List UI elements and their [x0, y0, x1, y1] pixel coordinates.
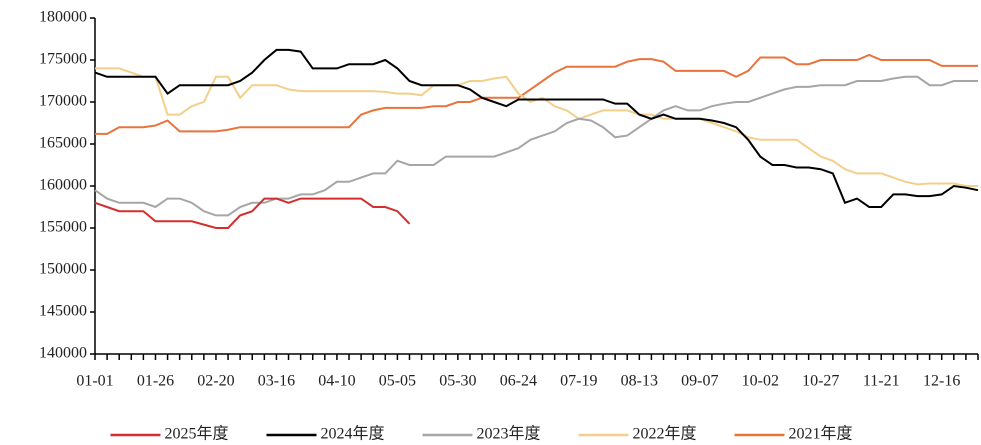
x-tick-label: 01-26	[137, 373, 174, 390]
series-line	[95, 53, 978, 135]
legend-label: 2025年度	[165, 425, 229, 443]
x-tick-label: 05-05	[379, 373, 416, 390]
legend-label: 2021年度	[789, 425, 853, 443]
series-line	[94, 48, 979, 208]
series-line	[94, 75, 978, 217]
x-tick-label: 05-30	[439, 373, 476, 390]
x-tick-label: 06-24	[500, 373, 537, 390]
x-tick-label: 12-16	[923, 373, 960, 390]
legend-label: 2024年度	[321, 425, 385, 443]
legend-label: 2022年度	[633, 425, 697, 443]
x-tick-label: 10-27	[802, 373, 839, 390]
y-tick-label: 175000	[39, 51, 87, 68]
y-tick-label: 155000	[39, 219, 87, 236]
x-tick-label: 09-07	[681, 373, 718, 390]
x-tick-label: 10-02	[742, 373, 779, 390]
x-tick-label: 02-20	[197, 373, 234, 390]
x-tick-label: 03-16	[258, 373, 295, 390]
series-line	[94, 197, 411, 229]
x-tick-label: 07-19	[560, 373, 597, 390]
y-tick-label: 165000	[39, 135, 87, 152]
y-tick-label: 160000	[39, 177, 87, 194]
y-tick-label: 140000	[39, 345, 87, 362]
legend-label: 2023年度	[477, 425, 541, 443]
y-tick-label: 145000	[39, 303, 87, 320]
y-tick-label: 180000	[39, 9, 87, 26]
x-tick-label: 08-13	[621, 373, 658, 390]
y-tick-label: 150000	[39, 261, 87, 278]
x-tick-label: 01-01	[76, 373, 113, 390]
y-tick-label: 170000	[39, 93, 87, 110]
x-tick-label: 11-21	[863, 373, 900, 390]
x-tick-label: 04-10	[318, 373, 355, 390]
